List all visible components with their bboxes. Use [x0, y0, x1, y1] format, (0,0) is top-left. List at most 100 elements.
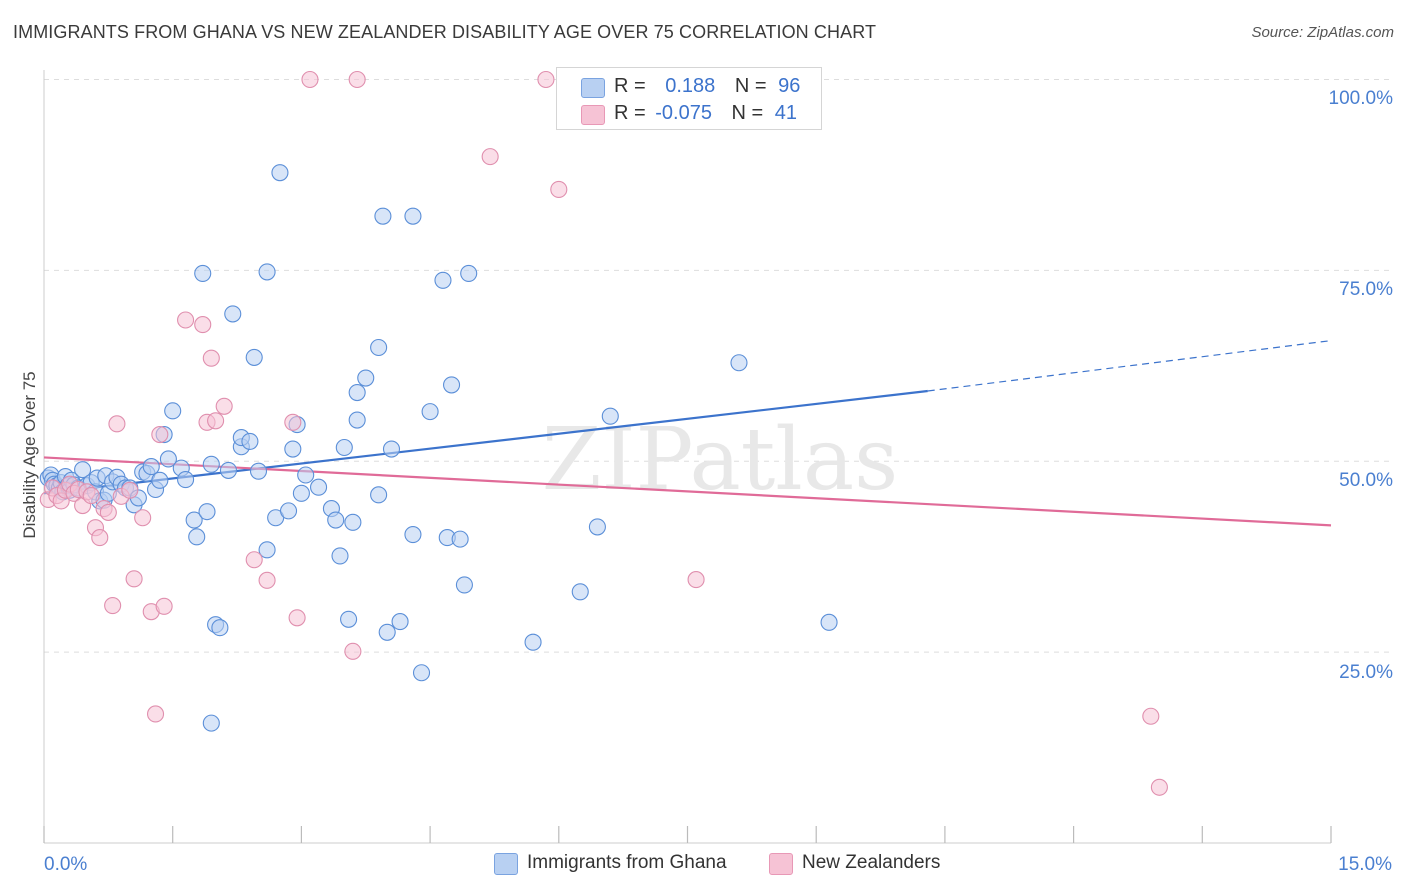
- y-tick-label-50: 50.0%: [1339, 470, 1393, 491]
- point-ghana: [335, 438, 353, 457]
- point-ghana: [258, 263, 276, 281]
- point-nz: [1142, 707, 1160, 725]
- correlation-legend: R = 0.188 N = 96 R = -0.075 N = 41: [556, 67, 822, 130]
- point-ghana: [460, 264, 478, 282]
- point-ghana: [202, 455, 220, 473]
- point-ghana: [258, 541, 276, 559]
- point-ghana: [455, 576, 473, 594]
- legend-n-value: 96: [778, 75, 801, 97]
- point-nz: [301, 70, 319, 89]
- point-ghana: [188, 528, 206, 546]
- point-nz: [99, 503, 117, 521]
- point-ghana: [391, 613, 409, 631]
- point-ghana: [344, 513, 362, 531]
- legend-n-label: N =: [731, 102, 764, 124]
- point-nz: [121, 481, 139, 499]
- point-ghana: [524, 633, 542, 651]
- point-nz: [258, 571, 276, 589]
- point-ghana: [271, 164, 289, 182]
- point-nz: [194, 316, 212, 334]
- legend-swatch-blue: [581, 78, 605, 98]
- point-ghana: [297, 466, 315, 484]
- point-ghana: [219, 461, 238, 479]
- y-tick-label-25: 25.0%: [1339, 662, 1393, 683]
- bottom-legend-swatch-pink: [769, 853, 793, 875]
- point-nz: [481, 148, 499, 166]
- point-ghana: [374, 207, 392, 225]
- point-ghana: [185, 511, 203, 529]
- point-nz: [177, 311, 195, 329]
- point-ghana: [442, 376, 461, 394]
- point-ghana: [151, 471, 169, 489]
- legend-r-value: -0.075: [655, 102, 712, 124]
- point-nz: [207, 412, 225, 430]
- point-ghana: [340, 610, 358, 628]
- point-ghana: [378, 623, 396, 641]
- watermark: ZIPatlas: [542, 410, 898, 510]
- point-ghana: [249, 462, 268, 480]
- legend-n-label: N =: [734, 75, 767, 97]
- point-nz: [91, 529, 109, 547]
- points-layer: [39, 70, 1168, 796]
- point-ghana: [211, 619, 229, 637]
- point-nz: [215, 397, 233, 415]
- point-ghana: [588, 518, 606, 536]
- point-ghana: [331, 547, 349, 565]
- point-nz: [288, 609, 306, 627]
- point-ghana: [404, 525, 422, 544]
- point-ghana: [164, 402, 182, 420]
- point-ghana: [241, 432, 259, 450]
- point-ghana: [421, 403, 439, 421]
- legend-r-label: R =: [614, 102, 646, 124]
- point-ghana: [202, 714, 220, 732]
- bottom-legend-label: Immigrants from Ghana: [527, 852, 727, 873]
- legend-r-label: R =: [614, 75, 646, 97]
- point-nz: [687, 571, 705, 589]
- point-nz: [348, 70, 366, 89]
- point-nz: [125, 570, 143, 588]
- point-ghana: [279, 502, 298, 520]
- legend-n-value: 41: [774, 102, 798, 124]
- point-ghana: [284, 440, 302, 458]
- point-ghana: [370, 338, 388, 357]
- bottom-legend-swatch-blue: [494, 853, 518, 875]
- point-ghana: [310, 478, 328, 496]
- point-ghana: [412, 664, 431, 682]
- point-nz: [155, 597, 173, 615]
- source-label: Source: ZipAtlas.com: [1251, 24, 1394, 41]
- point-nz: [344, 642, 362, 660]
- point-ghana: [348, 383, 366, 402]
- point-ghana: [327, 511, 345, 529]
- point-ghana: [404, 207, 422, 225]
- point-nz: [1150, 778, 1168, 796]
- point-ghana: [370, 486, 388, 504]
- point-ghana: [820, 613, 838, 631]
- point-ghana: [159, 450, 177, 468]
- trend-line-ghana-extrapolated: [927, 340, 1332, 392]
- point-ghana: [382, 440, 401, 458]
- y-tick-label-100: 100.0%: [1329, 88, 1394, 109]
- point-nz: [108, 415, 126, 433]
- point-ghana: [571, 583, 589, 601]
- axis-layer: [43, 70, 1332, 844]
- x-tick-label-min: 0.0%: [44, 854, 87, 875]
- point-ghana: [142, 458, 160, 476]
- point-nz: [550, 180, 568, 198]
- point-nz: [202, 349, 220, 367]
- point-ghana: [224, 305, 242, 323]
- y-tick-label-75: 75.0%: [1339, 279, 1393, 300]
- point-ghana: [601, 407, 619, 425]
- point-nz: [134, 509, 152, 527]
- bottom-legend-label: New Zealanders: [802, 852, 941, 873]
- point-nz: [104, 597, 122, 615]
- point-nz: [151, 425, 169, 444]
- legend-swatch-pink: [581, 105, 605, 125]
- chart-title: IMMIGRANTS FROM GHANA VS NEW ZEALANDER D…: [13, 22, 877, 42]
- point-ghana: [357, 369, 375, 387]
- point-nz: [537, 70, 555, 89]
- point-nz: [284, 413, 302, 431]
- grid-layer: [44, 79, 1392, 653]
- point-ghana: [177, 471, 195, 489]
- point-ghana: [451, 530, 469, 548]
